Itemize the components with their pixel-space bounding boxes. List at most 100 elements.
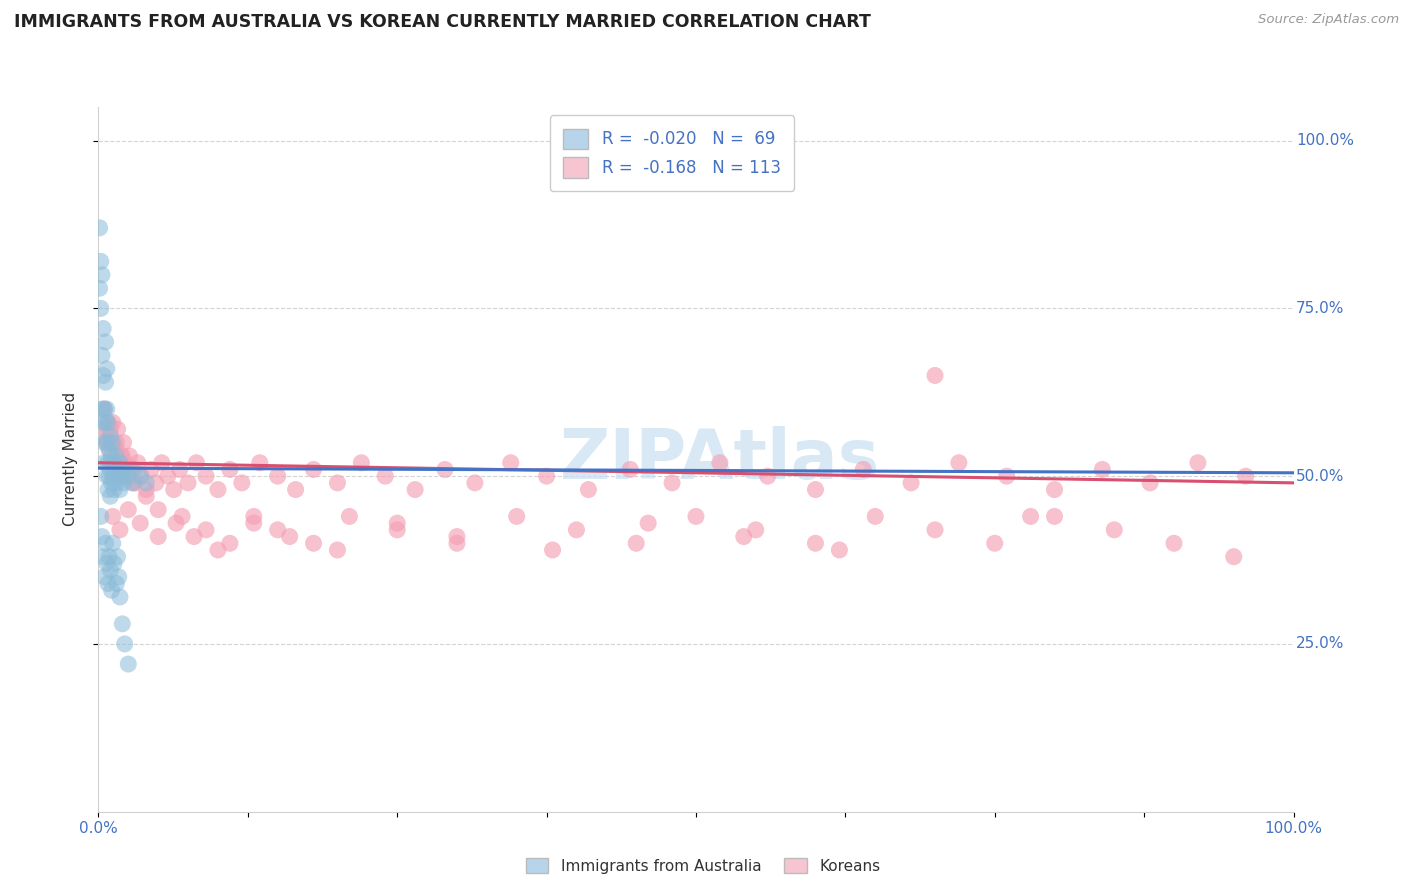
Point: [995, 469, 1018, 483]
Point: [114, 462, 136, 476]
Point: [98, 422, 122, 436]
Point: [114, 637, 136, 651]
Point: [105, 435, 128, 450]
Point: [924, 523, 946, 537]
Point: [111, 616, 134, 631]
Text: 50.0%: 50.0%: [1296, 468, 1344, 483]
Point: [117, 502, 139, 516]
Point: [108, 456, 131, 470]
Point: [91, 321, 114, 335]
Point: [90, 254, 112, 268]
Point: [103, 456, 125, 470]
Point: [97, 576, 120, 591]
Point: [900, 475, 922, 490]
Point: [124, 475, 146, 490]
Point: [117, 657, 139, 671]
Point: [97, 456, 120, 470]
Point: [1163, 536, 1185, 550]
Point: [96, 435, 118, 450]
Point: [96, 557, 118, 571]
Point: [219, 462, 242, 476]
Point: [135, 483, 157, 497]
Point: [100, 583, 122, 598]
Point: [150, 456, 173, 470]
Point: [121, 462, 143, 476]
Point: [98, 549, 121, 564]
Point: [98, 442, 121, 457]
Point: [111, 469, 134, 483]
Point: [111, 462, 134, 476]
Point: [924, 368, 946, 383]
Point: [284, 483, 307, 497]
Point: [118, 449, 141, 463]
Point: [804, 483, 827, 497]
Point: [637, 516, 659, 530]
Legend: Immigrants from Australia, Koreans: Immigrants from Australia, Koreans: [519, 852, 887, 880]
Point: [207, 483, 229, 497]
Point: [852, 462, 875, 476]
Point: [186, 456, 208, 470]
Point: [326, 475, 349, 490]
Point: [98, 462, 122, 476]
Point: [278, 530, 301, 544]
Point: [103, 557, 125, 571]
Point: [135, 489, 157, 503]
Point: [129, 516, 152, 530]
Text: 25.0%: 25.0%: [1296, 636, 1344, 651]
Point: [195, 469, 218, 483]
Point: [145, 475, 167, 490]
Point: [96, 361, 118, 376]
Point: [350, 456, 373, 470]
Point: [948, 456, 970, 470]
Point: [112, 475, 135, 490]
Point: [374, 469, 396, 483]
Point: [91, 368, 114, 383]
Point: [105, 576, 128, 591]
Text: Source: ZipAtlas.com: Source: ZipAtlas.com: [1258, 13, 1399, 27]
Point: [107, 570, 129, 584]
Point: [619, 462, 641, 476]
Text: 100.0%: 100.0%: [1296, 133, 1354, 148]
Point: [108, 469, 131, 483]
Point: [131, 469, 153, 483]
Point: [1104, 523, 1126, 537]
Point: [93, 570, 115, 584]
Point: [101, 536, 124, 550]
Point: [100, 435, 122, 450]
Point: [464, 475, 486, 490]
Point: [828, 543, 851, 558]
Point: [112, 435, 135, 450]
Point: [1091, 462, 1114, 476]
Point: [101, 435, 124, 450]
Point: [93, 402, 115, 417]
Point: [339, 509, 361, 524]
Point: [172, 509, 194, 524]
Point: [96, 402, 118, 417]
Point: [111, 449, 134, 463]
Point: [101, 509, 124, 524]
Point: [121, 475, 143, 490]
Point: [105, 449, 128, 463]
Point: [105, 442, 128, 457]
Point: [1139, 475, 1161, 490]
Point: [101, 469, 124, 483]
Point: [103, 483, 125, 497]
Point: [231, 475, 253, 490]
Point: [107, 462, 129, 476]
Point: [100, 449, 122, 463]
Point: [984, 536, 1007, 550]
Point: [93, 402, 115, 417]
Point: [117, 469, 139, 483]
Point: [267, 469, 290, 483]
Point: [96, 469, 118, 483]
Point: [756, 469, 779, 483]
Point: [108, 590, 131, 604]
Point: [446, 536, 468, 550]
Point: [107, 469, 129, 483]
Point: [709, 456, 731, 470]
Point: [94, 416, 117, 430]
Point: [97, 416, 120, 430]
Point: [267, 523, 290, 537]
Point: [107, 422, 129, 436]
Point: [302, 462, 325, 476]
